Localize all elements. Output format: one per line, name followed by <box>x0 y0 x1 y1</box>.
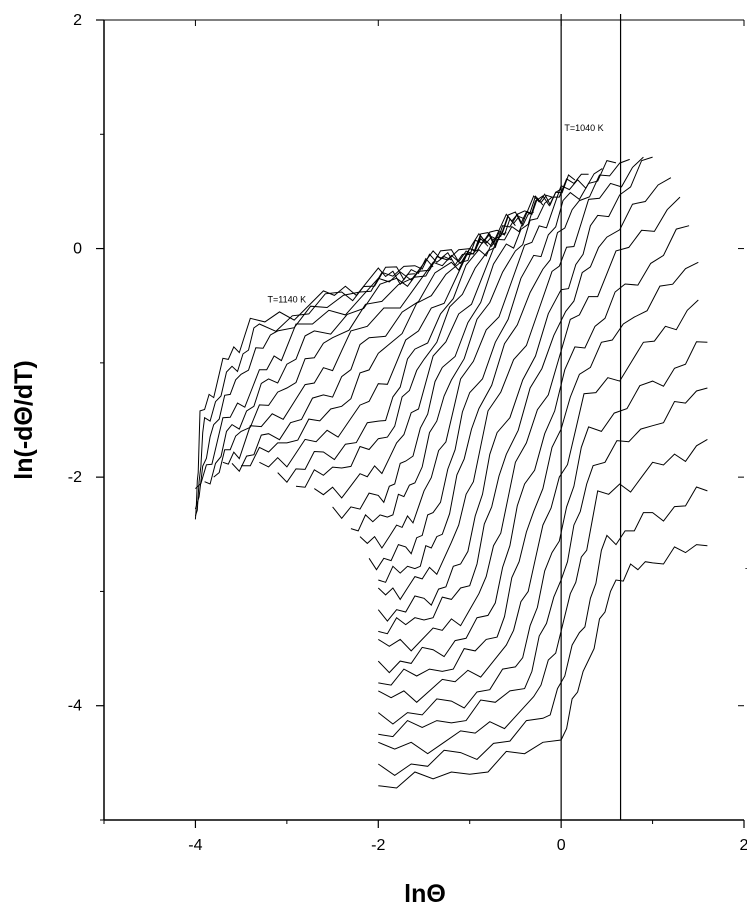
data-curve <box>378 486 708 777</box>
vertical-lines <box>560 14 622 820</box>
data-curve <box>222 232 507 465</box>
data-curve <box>378 438 708 755</box>
x-tick-label: 0 <box>557 837 566 854</box>
data-curve <box>378 196 681 652</box>
y-tick-label: 2 <box>73 12 82 29</box>
data-curve <box>378 261 699 686</box>
data-curve <box>295 194 553 488</box>
data-curve <box>194 253 452 510</box>
data-curve <box>350 173 589 532</box>
data-curve <box>377 156 653 622</box>
data-curve <box>213 234 498 478</box>
y-tick-label: -4 <box>68 698 82 715</box>
data-curve <box>378 158 630 583</box>
x-tick-label: 2 <box>740 837 747 854</box>
data-curve <box>231 217 516 473</box>
curves <box>194 156 708 789</box>
annotation-label: T=900 K <box>745 566 747 576</box>
x-tick-label: -4 <box>188 837 202 854</box>
annotation-label: T=1040 K <box>564 123 603 133</box>
data-curve <box>194 267 415 520</box>
data-curve <box>378 299 699 703</box>
data-curve <box>241 215 525 467</box>
x-axis-title: lnΘ <box>404 880 446 908</box>
y-tick-label: 0 <box>73 241 82 258</box>
y-axis-title: ln(-dΘ/dT) <box>10 360 38 479</box>
data-curve <box>368 160 617 571</box>
data-curve <box>378 177 672 635</box>
data-curve <box>377 341 708 725</box>
data-curve <box>194 257 434 517</box>
x-tick-label: -2 <box>371 837 385 854</box>
data-curve <box>204 237 489 485</box>
data-curve <box>259 211 534 468</box>
axes: -4 -2 0 2 2 0 -2 -4 <box>68 12 747 854</box>
data-curve <box>377 156 644 601</box>
labels: T=1040 K T=1140 K T=900 K <box>268 123 747 576</box>
data-curve <box>195 250 470 489</box>
annotation-label: T=1140 K <box>268 294 307 304</box>
data-curve <box>314 188 562 499</box>
data-curve <box>378 544 708 789</box>
data-curve <box>277 197 544 483</box>
y-tick-label: -2 <box>68 469 82 486</box>
data-curve <box>377 225 690 674</box>
